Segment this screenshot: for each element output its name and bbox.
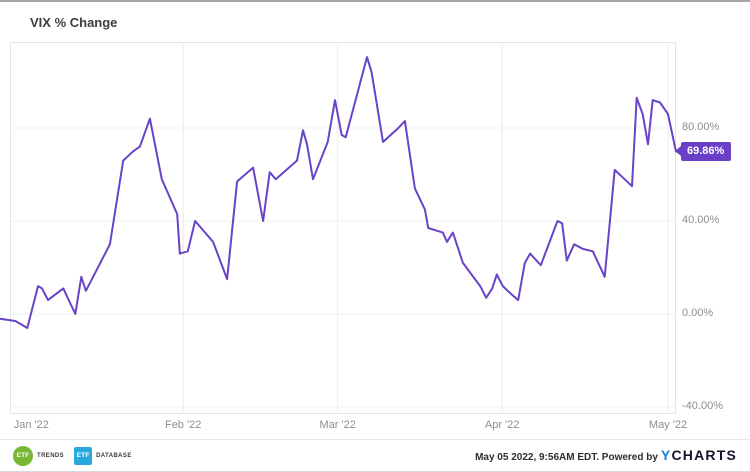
source-logos: ETF TRENDS ETF DATABASE — [13, 445, 142, 466]
etf-database-logo-icon: ETF — [74, 446, 93, 465]
ycharts-logo: YCHARTS — [661, 448, 737, 462]
etf-trends-label: TRENDS — [37, 452, 65, 459]
x-tick-label: Apr '22 — [484, 419, 520, 431]
footer: ETF TRENDS ETF DATABASE May 05 2022, 9:5… — [0, 440, 750, 471]
y-tick-label: 40.00% — [682, 214, 720, 227]
last-value-badge: 69.86% — [674, 141, 732, 161]
y-tick-label: 0.00% — [682, 307, 714, 320]
x-tick-label: Mar '22 — [319, 419, 356, 431]
timestamp-text: May 05 2022, 9:56AM EDT. Powered by — [475, 452, 658, 463]
ycharts-logo-y: Y — [660, 447, 672, 463]
attribution: May 05 2022, 9:56AM EDT. Powered by YCHA… — [475, 448, 737, 463]
x-tick-label: May '22 — [648, 419, 688, 431]
ycharts-logo-charts: CHARTS — [671, 447, 737, 463]
etf-trends-logo-icon: ETF — [13, 445, 33, 466]
line-chart-svg — [0, 42, 677, 414]
footer-divider — [0, 439, 750, 440]
etf-database-label: DATABASE — [96, 452, 132, 459]
y-tick-label: -40.00% — [682, 400, 723, 413]
x-tick-label: Jan '22 — [13, 419, 49, 431]
x-tick-label: Feb '22 — [164, 419, 202, 431]
chart-title: VIX % Change — [30, 15, 118, 30]
y-tick-label: 80.00% — [682, 121, 720, 134]
last-value-text: 69.86% — [687, 144, 725, 157]
